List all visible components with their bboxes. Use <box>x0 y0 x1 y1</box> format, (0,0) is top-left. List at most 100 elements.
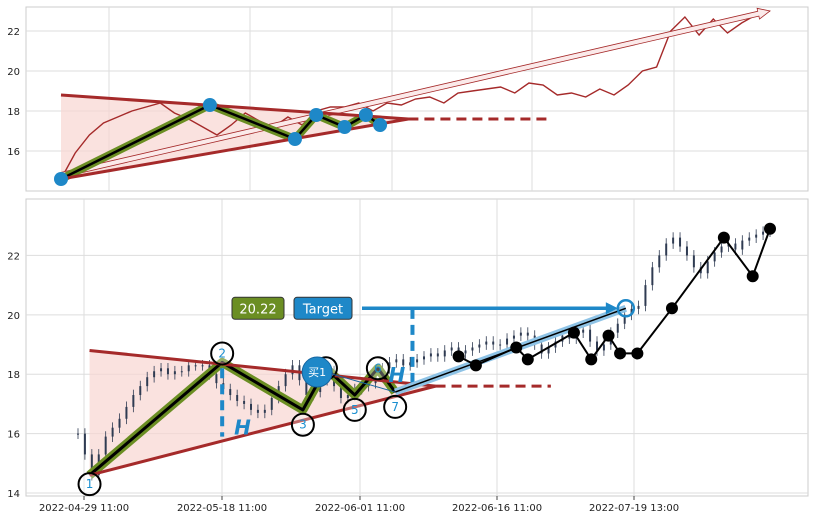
target-label: Target <box>302 302 343 317</box>
pivot-marker <box>373 118 388 132</box>
swing-point <box>746 270 759 283</box>
candle-body <box>125 406 128 419</box>
y-tick-label: 20 <box>7 67 20 78</box>
candle-body <box>512 335 515 339</box>
target-arrow-head <box>605 302 618 315</box>
pivot-number: 6 <box>374 361 382 375</box>
candle-body <box>672 237 675 244</box>
target-label-box <box>293 296 353 320</box>
candle-body <box>83 433 86 455</box>
pivot-marker <box>309 108 324 122</box>
candle-body <box>166 368 169 375</box>
buy-marker-circle <box>301 356 333 388</box>
candle-body <box>346 395 349 398</box>
candle-body <box>111 427 114 437</box>
candle-body <box>201 365 204 367</box>
target-arrow-shape <box>59 7 771 178</box>
candle-body <box>443 350 446 357</box>
buy-marker-pointer <box>332 373 396 393</box>
breakout-height-label: H <box>388 363 405 387</box>
candle-body <box>90 454 93 476</box>
candle-body <box>429 353 432 357</box>
candle-body <box>180 371 183 373</box>
candle-body <box>519 332 522 336</box>
y-tick-label: 22 <box>7 251 20 262</box>
pivot-circle <box>290 412 315 437</box>
pivot-number: 7 <box>391 400 399 414</box>
pivot-number: 3 <box>299 418 307 432</box>
candle-body <box>679 237 682 247</box>
candle-body <box>77 433 79 435</box>
candle-body <box>596 341 598 351</box>
candle-body <box>685 246 688 256</box>
candle-body <box>748 237 751 241</box>
x-tick-label: 2022-06-01 11:00 <box>315 503 405 514</box>
pivot-circle <box>77 472 102 497</box>
candle-body <box>270 397 273 410</box>
swing-point <box>665 302 678 315</box>
x-tick-label: 2022-06-16 11:00 <box>452 503 542 514</box>
y-tick-label: 14 <box>7 489 20 500</box>
candle-body <box>243 400 246 404</box>
candle-body <box>506 338 509 345</box>
candle-body <box>568 335 571 339</box>
candle-body <box>526 332 529 336</box>
x-tick-label: 2022-04-29 11:00 <box>39 503 129 514</box>
swing-point <box>510 341 523 354</box>
swing-point <box>521 353 534 366</box>
target-annotation: 20.22 Target <box>231 296 618 320</box>
pivot-labels: 1234567 <box>77 341 408 497</box>
swing-point <box>452 350 465 363</box>
candle-body <box>644 285 647 306</box>
pivot-number: 1 <box>86 477 94 491</box>
candle-body <box>305 380 308 396</box>
candle-body <box>755 234 758 238</box>
swing-point <box>764 222 776 235</box>
candle-body <box>339 386 342 398</box>
candle-body <box>734 243 737 250</box>
overview-pivot-markers <box>54 98 388 186</box>
height-label: H <box>234 416 251 440</box>
pivot-marker <box>54 172 68 186</box>
candle-body <box>692 255 695 268</box>
candle-body <box>602 344 605 351</box>
rise-line <box>394 307 627 393</box>
candle-body <box>160 368 163 372</box>
candle-body <box>464 350 467 354</box>
candle-body <box>713 252 716 262</box>
candle-body <box>637 305 640 309</box>
pivot-marker <box>358 108 373 122</box>
swing-point <box>469 359 482 372</box>
candle-body <box>263 409 266 413</box>
candle-body <box>547 347 550 354</box>
candle-body <box>139 386 142 396</box>
target-value-box <box>231 296 285 320</box>
candle-body <box>236 395 239 401</box>
overview-pattern-upper-line <box>60 93 409 121</box>
candle-body <box>436 353 439 357</box>
pivot-circle <box>383 394 408 419</box>
overview-y-ticks: 16 18 20 22 <box>7 27 20 158</box>
candle-body <box>229 389 232 396</box>
x-tick-label: 2022-07-19 13:00 <box>589 503 679 514</box>
candle-body <box>589 329 592 342</box>
overview-price-line <box>60 10 771 180</box>
x-tick-label: 2022-05-18 11:00 <box>177 503 267 514</box>
candle-body <box>173 371 176 375</box>
swing-point <box>602 329 615 342</box>
pivot-number: 5 <box>351 403 359 417</box>
swing-point <box>567 326 580 339</box>
swing-point <box>717 231 730 244</box>
candle-body <box>284 374 287 387</box>
candle-body <box>132 395 135 407</box>
buy-marker-label: 买1 <box>308 366 326 379</box>
candle-body <box>402 359 405 366</box>
candle-body <box>582 329 585 333</box>
candle-body <box>492 341 495 345</box>
candle-body <box>540 344 543 354</box>
main-x-ticks: 2022-04-29 11:00 2022-05-18 11:00 2022-06-… <box>39 496 679 514</box>
candle-body <box>416 359 419 363</box>
candle-body <box>409 362 412 366</box>
candle-body <box>395 359 398 363</box>
